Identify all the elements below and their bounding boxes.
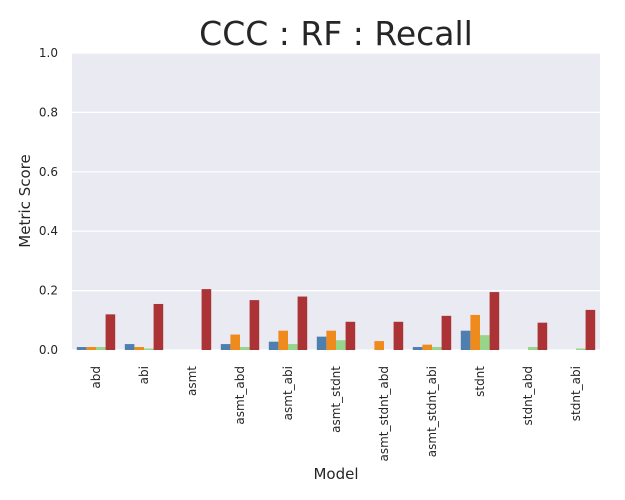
y-tick-label: 0.0: [39, 343, 58, 357]
x-tick-label: stdnt_abi: [569, 366, 583, 421]
x-tick-label: abi: [137, 366, 151, 384]
x-tick-label: asmt_stdnt_abi: [425, 366, 439, 457]
x-tick-label: asmt_stdnt: [329, 366, 343, 433]
bar-asmt_stdnt-series-1: [316, 336, 327, 350]
x-tick-label: asmt: [185, 366, 199, 396]
bar-abi-series-3: [144, 348, 154, 350]
bar-asmt_stdnt_abi-series-1: [412, 347, 423, 350]
y-axis-label: Metric Score: [16, 154, 34, 247]
y-tick-labels: 0.0 0.2 0.4 0.6 0.8 1.0: [39, 46, 58, 357]
x-tick-label: asmt_abi: [281, 366, 295, 420]
x-tick-label: asmt_stdnt_abd: [377, 366, 391, 461]
x-tick-labels: abd abi asmt asmt_abd asmt_abi asmt_stdnt asmt…: [89, 366, 583, 462]
bar-stdnt_abd-series-3: [528, 347, 538, 350]
bar-asmt_stdnt_abi-series-2: [422, 344, 432, 350]
bar-asmt_stdnt-series-2: [326, 330, 336, 350]
bar-abd-series-1: [76, 347, 87, 350]
x-tick-label: stdnt_abd: [521, 366, 535, 425]
bar-stdnt_abi-series-4: [585, 309, 596, 350]
bar-asmt_abd-series-1: [220, 344, 231, 350]
bar-asmt_abi-series-1: [268, 341, 279, 350]
bar-asmt_abi-series-3: [288, 344, 298, 350]
plot-area: [72, 53, 600, 350]
y-tick-label: 0.2: [39, 284, 58, 298]
bar-asmt_stdnt_abd-series-2: [374, 341, 384, 350]
x-tick-label: abd: [89, 366, 103, 389]
bar-stdnt-series-2: [470, 314, 480, 350]
bar-abd-series-2: [86, 347, 96, 350]
bar-stdnt-series-1: [460, 330, 471, 350]
bar-stdnt-series-3: [480, 335, 490, 350]
bar-asmt_stdnt_abd-series-4: [393, 321, 404, 350]
bar-asmt-series-4: [201, 289, 212, 350]
bar-asmt_stdnt-series-4: [345, 321, 356, 350]
y-tick-label: 0.4: [39, 224, 58, 238]
bar-asmt_stdnt_abi-series-4: [441, 315, 452, 350]
bar-asmt_abd-series-3: [240, 347, 250, 350]
bar-asmt_abd-series-2: [230, 334, 240, 350]
bars-group: [76, 289, 596, 350]
bar-abi-series-4: [153, 303, 164, 350]
chart-title: CCC : RF : Recall: [199, 14, 473, 53]
x-axis-label: Model: [313, 465, 358, 483]
bar-abd-series-3: [96, 347, 106, 350]
bar-abi-series-2: [134, 347, 144, 350]
bar-asmt_abd-series-4: [249, 300, 260, 350]
x-tick-label: asmt_abd: [233, 366, 247, 425]
x-tick-label: stdnt: [473, 366, 487, 397]
bar-asmt_stdnt-series-3: [336, 340, 346, 350]
y-tick-label: 0.8: [39, 105, 58, 119]
bar-asmt_stdnt_abi-series-3: [432, 347, 442, 350]
y-tick-label: 0.6: [39, 165, 58, 179]
bar-asmt_abi-series-4: [297, 296, 308, 350]
bar-asmt_abi-series-2: [278, 330, 288, 350]
grid-lines: [72, 52, 600, 351]
bar-stdnt_abi-series-3: [576, 348, 586, 350]
bar-stdnt_abd-series-4: [537, 322, 548, 350]
bar-abd-series-4: [105, 314, 116, 350]
y-tick-label: 1.0: [39, 46, 58, 60]
bar-abi-series-1: [124, 344, 135, 350]
bar-stdnt-series-4: [489, 292, 500, 350]
